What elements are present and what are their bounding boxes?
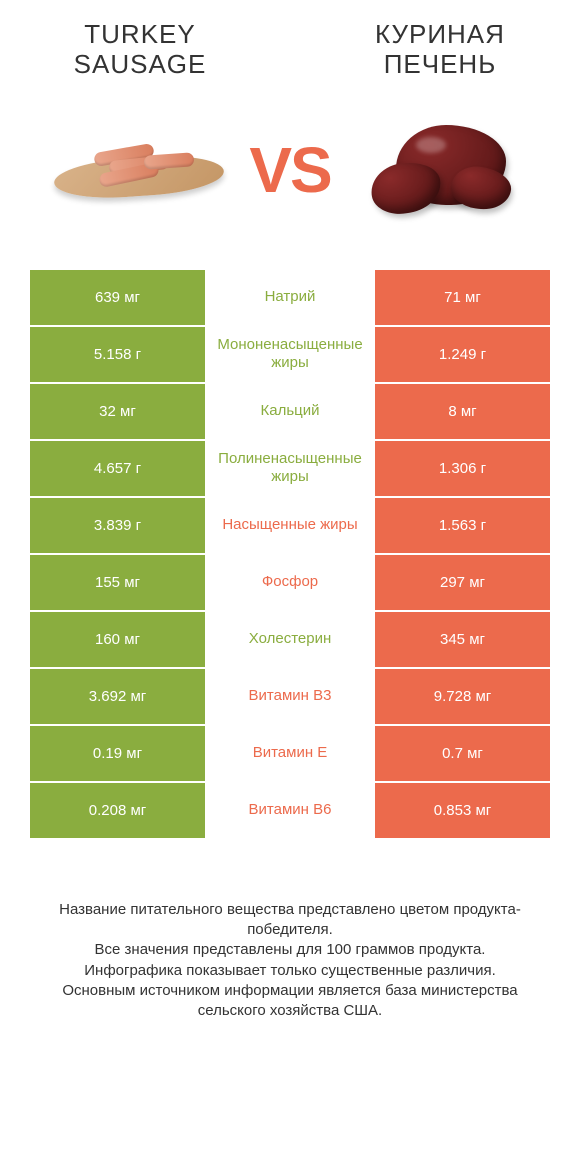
vs-row: VS — [0, 80, 580, 270]
right-value-cell: 345 мг — [375, 612, 550, 667]
footer-line: Основным источником информации является … — [30, 981, 550, 1022]
table-row: 160 мгХолестерин345 мг — [30, 612, 550, 667]
left-value-cell: 0.19 мг — [30, 726, 205, 781]
footer-note: Название питательного вещества представл… — [0, 840, 580, 1022]
header: TURKEY SAUSAGE КУРИНАЯ ПЕЧЕНЬ — [0, 0, 580, 80]
nutrient-label: Фосфор — [205, 555, 375, 610]
left-product-title: TURKEY SAUSAGE — [40, 20, 240, 80]
right-value-cell: 71 мг — [375, 270, 550, 325]
left-food-illustration — [39, 110, 239, 230]
table-row: 155 мгФосфор297 мг — [30, 555, 550, 610]
footer-line: Название питательного вещества представл… — [30, 900, 550, 941]
table-row: 639 мгНатрий71 мг — [30, 270, 550, 325]
comparison-table: 639 мгНатрий71 мг5.158 гМононенасыщенные… — [0, 270, 580, 838]
left-value-cell: 5.158 г — [30, 327, 205, 382]
right-value-cell: 1.249 г — [375, 327, 550, 382]
left-value-cell: 639 мг — [30, 270, 205, 325]
table-row: 0.208 мгВитамин B60.853 мг — [30, 783, 550, 838]
right-value-cell: 0.7 мг — [375, 726, 550, 781]
right-value-cell: 1.563 г — [375, 498, 550, 553]
right-food-illustration — [341, 110, 541, 230]
left-value-cell: 4.657 г — [30, 441, 205, 496]
left-value-cell: 3.839 г — [30, 498, 205, 553]
right-value-cell: 0.853 мг — [375, 783, 550, 838]
right-value-cell: 1.306 г — [375, 441, 550, 496]
left-value-cell: 32 мг — [30, 384, 205, 439]
left-value-cell: 3.692 мг — [30, 669, 205, 724]
nutrient-label: Витамин E — [205, 726, 375, 781]
right-value-cell: 297 мг — [375, 555, 550, 610]
nutrient-label: Кальций — [205, 384, 375, 439]
nutrient-label: Мононенасыщенные жиры — [205, 327, 375, 382]
nutrient-label: Натрий — [205, 270, 375, 325]
table-row: 3.692 мгВитамин B39.728 мг — [30, 669, 550, 724]
nutrient-label: Полиненасыщенные жиры — [205, 441, 375, 496]
table-row: 3.839 гНасыщенные жиры1.563 г — [30, 498, 550, 553]
right-value-cell: 8 мг — [375, 384, 550, 439]
footer-line: Инфографика показывает только существенн… — [30, 961, 550, 981]
table-row: 32 мгКальций8 мг — [30, 384, 550, 439]
right-product-title: КУРИНАЯ ПЕЧЕНЬ — [340, 20, 540, 80]
table-row: 5.158 гМононенасыщенные жиры1.249 г — [30, 327, 550, 382]
table-row: 0.19 мгВитамин E0.7 мг — [30, 726, 550, 781]
nutrient-label: Холестерин — [205, 612, 375, 667]
left-value-cell: 160 мг — [30, 612, 205, 667]
nutrient-label: Витамин B6 — [205, 783, 375, 838]
table-row: 4.657 гПолиненасыщенные жиры1.306 г — [30, 441, 550, 496]
vs-label: VS — [249, 133, 330, 207]
nutrient-label: Витамин B3 — [205, 669, 375, 724]
footer-line: Все значения представлены для 100 граммо… — [30, 940, 550, 960]
nutrient-label: Насыщенные жиры — [205, 498, 375, 553]
left-value-cell: 155 мг — [30, 555, 205, 610]
right-value-cell: 9.728 мг — [375, 669, 550, 724]
left-value-cell: 0.208 мг — [30, 783, 205, 838]
